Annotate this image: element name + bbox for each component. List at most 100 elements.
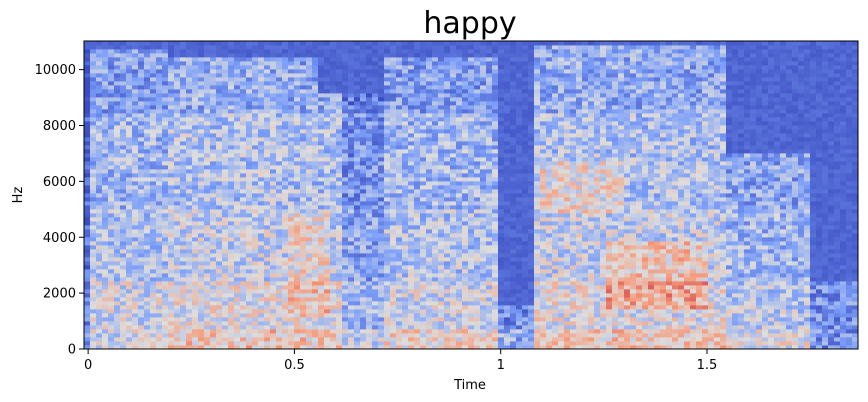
- spectrogram-cell: [348, 333, 355, 338]
- spectrogram-cell: [246, 121, 253, 126]
- spectrogram-cell: [150, 297, 157, 302]
- spectrogram-cell: [276, 289, 283, 294]
- spectrogram-cell: [282, 77, 289, 82]
- spectrogram-cell: [246, 309, 253, 314]
- spectrogram-cell: [264, 325, 271, 330]
- spectrogram-cell: [246, 285, 253, 290]
- spectrogram-cell: [402, 337, 409, 342]
- spectrogram-cell: [300, 185, 307, 190]
- spectrogram-cell: [408, 49, 415, 54]
- spectrogram-cell: [414, 57, 421, 62]
- spectrogram-cell: [312, 341, 319, 346]
- spectrogram-cell: [408, 197, 415, 202]
- spectrogram-cell: [210, 113, 217, 118]
- spectrogram-cell: [258, 149, 265, 154]
- spectrogram-cell: [426, 129, 433, 134]
- spectrogram-cell: [246, 109, 253, 114]
- spectrogram-cell: [342, 213, 349, 218]
- spectrogram-cell: [378, 157, 385, 162]
- spectrogram-cell: [354, 337, 361, 342]
- spectrogram-cell: [198, 93, 205, 98]
- spectrogram-cell: [270, 273, 277, 278]
- spectrogram-cell: [288, 337, 295, 342]
- spectrogram-cell: [396, 245, 403, 250]
- spectrogram-cell: [450, 149, 457, 154]
- spectrogram-cell: [324, 201, 331, 206]
- spectrogram-cell: [138, 113, 145, 118]
- spectrogram-cell: [264, 41, 271, 46]
- spectrogram-cell: [312, 277, 319, 282]
- spectrogram-cell: [342, 125, 349, 130]
- spectrogram-cell: [186, 181, 193, 186]
- spectrogram-cell: [234, 133, 241, 138]
- spectrogram-cell: [144, 77, 151, 82]
- spectrogram-cell: [324, 325, 331, 330]
- spectrogram-cell: [168, 213, 175, 218]
- spectrogram-cell: [246, 321, 253, 326]
- spectrogram-cell: [390, 193, 397, 198]
- spectrogram-cell: [222, 325, 229, 330]
- spectrogram-cell: [90, 181, 97, 186]
- spectrogram-cell: [162, 141, 169, 146]
- spectrogram-cell: [216, 73, 223, 78]
- spectrogram-cell: [444, 157, 451, 162]
- spectrogram-cell: [462, 253, 469, 258]
- spectrogram-cell: [360, 325, 367, 330]
- spectrogram-cell: [186, 289, 193, 294]
- spectrogram-cell: [96, 61, 103, 66]
- spectrogram-cell: [414, 77, 421, 82]
- spectrogram-cell: [300, 157, 307, 162]
- spectrogram-cell: [402, 125, 409, 130]
- spectrogram-cell: [168, 265, 175, 270]
- spectrogram-cell: [120, 49, 127, 54]
- spectrogram-cell: [222, 273, 229, 278]
- spectrogram-cell: [426, 89, 433, 94]
- spectrogram-cell: [408, 205, 415, 210]
- spectrogram-cell: [312, 125, 319, 130]
- spectrogram-cell: [234, 121, 241, 126]
- spectrogram-cell: [378, 117, 385, 122]
- spectrogram-cell: [168, 345, 175, 350]
- spectrogram-cell: [306, 61, 313, 66]
- spectrogram-cell: [336, 93, 343, 98]
- spectrogram-cell: [228, 285, 235, 290]
- spectrogram-cell: [426, 217, 433, 222]
- spectrogram-cell: [276, 149, 283, 154]
- spectrogram-cell: [180, 213, 187, 218]
- spectrogram-cell: [162, 49, 169, 54]
- spectrogram-cell: [150, 325, 157, 330]
- spectrogram-cell: [210, 221, 217, 226]
- spectrogram-cell: [462, 333, 469, 338]
- spectrogram-cell: [144, 249, 151, 254]
- spectrogram-cell: [384, 169, 391, 174]
- spectrogram-cell: [246, 305, 253, 310]
- spectrogram-cell: [294, 57, 301, 62]
- spectrogram-cell: [366, 97, 373, 102]
- spectrogram-cell: [84, 125, 91, 130]
- spectrogram-cell: [144, 197, 151, 202]
- spectrogram-cell: [132, 301, 139, 306]
- spectrogram-cell: [372, 209, 379, 214]
- spectrogram-cell: [450, 201, 457, 206]
- spectrogram-cell: [420, 125, 427, 130]
- spectrogram-cell: [450, 297, 457, 302]
- spectrogram-cell: [306, 137, 313, 142]
- spectrogram-cell: [264, 321, 271, 326]
- spectrogram-cell: [270, 165, 277, 170]
- spectrogram-cell: [114, 265, 121, 270]
- spectrogram-cell: [120, 241, 127, 246]
- spectrogram-cell: [108, 85, 115, 90]
- spectrogram-cell: [342, 277, 349, 282]
- spectrogram-cell: [300, 277, 307, 282]
- spectrogram-cell: [108, 197, 115, 202]
- spectrogram-cell: [240, 77, 247, 82]
- spectrogram-cell: [414, 325, 421, 330]
- spectrogram-cell: [456, 325, 463, 330]
- spectrogram-cell: [456, 141, 463, 146]
- spectrogram-cell: [378, 285, 385, 290]
- spectrogram-cell: [126, 49, 133, 54]
- spectrogram-cell: [372, 241, 379, 246]
- spectrogram-cell: [330, 73, 337, 78]
- spectrogram-cell: [270, 345, 277, 350]
- spectrogram-cell: [162, 205, 169, 210]
